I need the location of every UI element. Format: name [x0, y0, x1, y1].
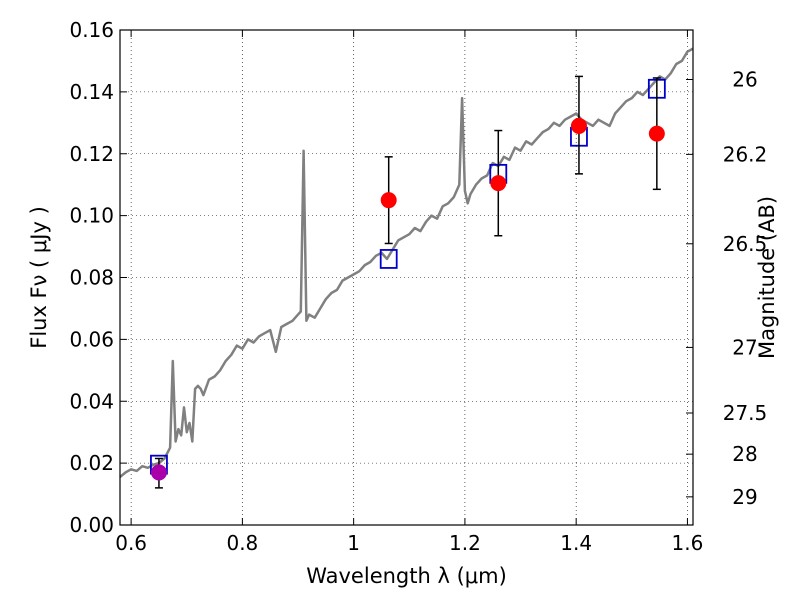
observed-flux-point [150, 464, 167, 481]
magnitude-tick-label: 26.2 [723, 142, 768, 166]
tick-layer: 0.6 0.8 1 1.2 1.4 1.6 0.00 0.02 0.04 0.06 0.08 0.10… [69, 18, 767, 555]
spectrum-line [119, 47, 694, 478]
y-tick-label: 0.00 [69, 513, 114, 537]
x-tick-label: 1 [347, 531, 360, 555]
y-tick-label: 0.16 [69, 18, 114, 42]
x-axis-label: Wavelength λ (μm) [306, 564, 507, 588]
magnitude-tick-label: 27 [732, 335, 757, 359]
magnitude-tick-label: 26.5 [723, 232, 768, 256]
plot-frame [119, 29, 694, 526]
x-tick-label: 0.8 [226, 531, 258, 555]
y-tick-label: 0.12 [69, 142, 114, 166]
x-tick-label: 1.4 [560, 531, 592, 555]
y-tick-label: 0.14 [69, 80, 114, 104]
magnitude-tick-label: 28 [732, 442, 757, 466]
observed-flux-point [648, 125, 665, 142]
magnitude-tick-label: 26 [732, 68, 757, 92]
y-tick-label: 0.04 [69, 389, 114, 413]
y-tick-label: 0.08 [69, 266, 114, 290]
observed-flux-point [490, 175, 507, 192]
magnitude-tick-label: 29 [732, 485, 757, 509]
x-tick-label: 1.6 [672, 531, 704, 555]
x-tick-label: 0.6 [115, 531, 147, 555]
y-tick-label: 0.06 [69, 327, 114, 351]
x-tick-label: 1.2 [449, 531, 481, 555]
observed-flux-point [570, 117, 587, 134]
y-axis-label: Flux Fν ( μJy ) [27, 206, 51, 349]
observed-flux-point [380, 192, 397, 209]
grid-lines [120, 29, 693, 526]
data-layer [119, 47, 694, 489]
y-tick-label: 0.10 [69, 204, 114, 228]
magnitude-axis-label: Magnitude (AB) [755, 196, 779, 359]
y-tick-label: 0.02 [69, 451, 114, 475]
magnitude-tick-label: 27.5 [723, 401, 768, 425]
model-square-point [379, 249, 398, 269]
